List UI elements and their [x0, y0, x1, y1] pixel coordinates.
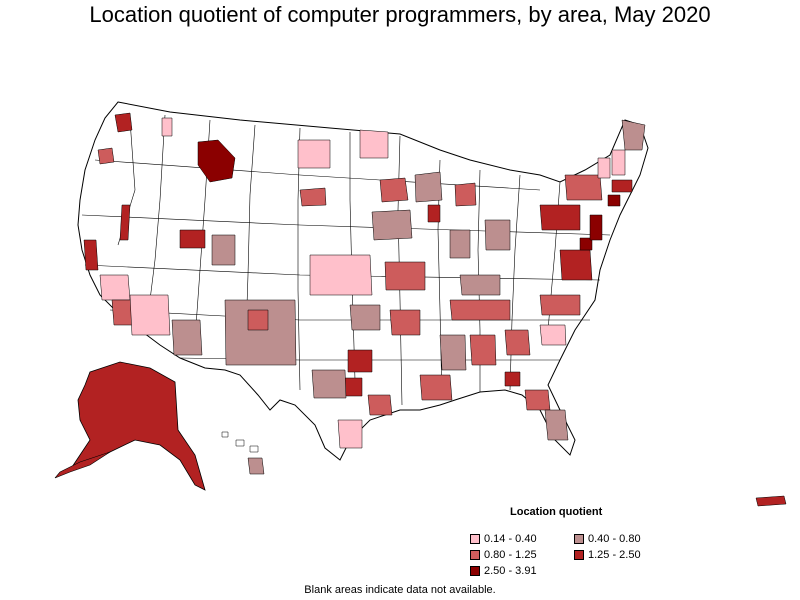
legend-item-class-3: 0.80 - 1.25 [470, 548, 574, 562]
area-newyork [564, 174, 603, 201]
area-minnesota-twincities [379, 177, 409, 203]
area-alabama [469, 334, 497, 366]
area-arkansas [389, 309, 421, 336]
area-washington-seattle [114, 112, 133, 133]
puerto-rico-shape [755, 495, 787, 507]
legend-swatch-class-1 [470, 534, 480, 544]
alaska-peninsula [54, 451, 111, 479]
legend-label-class-1: 0.14 - 0.40 [484, 533, 537, 545]
legend-label-class-4: 1.25 - 2.50 [588, 549, 641, 561]
area-nebraska [299, 187, 327, 207]
area-texas-houston [367, 394, 393, 416]
hawaii-shape [221, 431, 265, 475]
area-utah-saltlake [179, 229, 206, 249]
legend-item-class-4: 1.25 - 2.50 [574, 548, 674, 562]
area-louisiana [419, 374, 453, 401]
map-title: Location quotient of computer programmer… [89, 2, 711, 27]
area-kansas [309, 254, 373, 296]
area-tennessee [449, 299, 511, 321]
area-georgia-south [504, 371, 521, 387]
area-arizona [129, 294, 171, 336]
legend-item-class-5: 2.50 - 3.91 [470, 564, 574, 578]
area-oklahoma [349, 304, 381, 331]
area-newhampshire [611, 149, 626, 176]
legend: Location quotient 0.14 - 0.40 0.40 - 0.8… [470, 506, 670, 578]
footnote: Blank areas indicate data not available. [304, 584, 496, 596]
area-newmexico [224, 299, 297, 366]
area-texas-gulf [337, 419, 363, 449]
area-nevada-reno [119, 204, 131, 241]
area-california-south [99, 274, 131, 301]
area-newmexico-albuquerque [247, 309, 269, 331]
area-massachusetts [611, 179, 633, 193]
legend-swatch-class-4 [574, 550, 584, 560]
area-texas-dallas [347, 349, 373, 373]
legend-item-class-1: 0.14 - 0.40 [470, 532, 574, 546]
area-montana-west [197, 139, 236, 183]
area-colorado-denver [211, 234, 236, 266]
legend-item-class-2: 0.40 - 0.80 [574, 532, 674, 546]
area-polygons [83, 112, 646, 449]
area-missouri [384, 261, 426, 291]
legend-title: Location quotient [510, 506, 603, 518]
legend-label-class-3: 0.80 - 1.25 [484, 549, 537, 561]
area-arizona-phoenix [171, 319, 203, 356]
legend-label-class-2: 0.40 - 0.80 [588, 533, 641, 545]
area-minnesota-north [359, 129, 389, 159]
area-dc [579, 237, 593, 251]
area-pennsylvania [539, 204, 581, 231]
legend-swatch-class-5 [470, 566, 480, 576]
area-idaho-north [161, 117, 173, 137]
area-kentucky [459, 274, 501, 296]
area-indiana [449, 229, 471, 259]
area-connecticut [607, 194, 621, 207]
area-oregon-portland [97, 147, 115, 165]
legend-label-class-5: 2.50 - 3.91 [484, 565, 537, 577]
alaska-shape [69, 361, 206, 491]
area-vermont [597, 157, 611, 179]
area-virginia [559, 249, 593, 281]
area-maine [621, 119, 646, 151]
area-illinois-chicago [427, 204, 441, 223]
area-georgia-atlanta [504, 329, 531, 356]
area-newjersey [589, 214, 603, 241]
area-northcarolina [539, 294, 581, 316]
area-texas-central [311, 369, 347, 399]
legend-swatch-class-3 [470, 550, 480, 560]
area-florida-north [524, 389, 551, 411]
area-florida-central [544, 409, 569, 441]
area-iowa [371, 209, 413, 241]
area-california-sf [83, 239, 99, 271]
area-southcarolina [539, 324, 567, 346]
area-ohio [484, 219, 511, 251]
area-wisconsin [414, 171, 443, 203]
area-northdakota [297, 139, 331, 169]
legend-swatch-class-2 [574, 534, 584, 544]
area-mississippi [439, 334, 467, 371]
area-michigan-detroit [454, 182, 477, 207]
